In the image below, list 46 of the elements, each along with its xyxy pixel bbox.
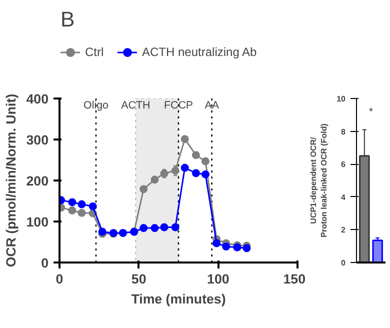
y-tick-label: 4 [341,192,346,202]
point [140,224,148,232]
band-label: ACTH [121,100,150,112]
point [78,200,86,208]
y-tick-label: 300 [26,132,49,148]
point [150,176,159,184]
y-tick-label: 100 [26,214,49,230]
point [192,151,200,160]
y-tick-label: 0 [41,256,49,270]
y-tick-label: 6 [341,160,346,170]
chart-title: B [60,8,75,32]
y-tick-label: 2 [341,226,346,235]
point [180,164,189,172]
point [212,239,221,248]
point [242,244,251,252]
legend-label: ACTH neutralizing Ab [142,45,257,59]
point [192,169,200,178]
point [140,185,148,194]
y-tick-label: 0 [341,258,346,268]
ref-line-label: AA [204,100,220,112]
y-axis-title: UCP1-dependent OCR/ Proton leak-linked OCR (Fold) [308,123,329,238]
ref-line-label: FCCP [164,100,194,112]
point [68,198,76,206]
point [171,223,180,232]
point [160,223,168,232]
point [180,135,189,144]
annotation: * [368,106,374,118]
point [150,224,159,232]
y-axis-title: OCR (pmol/min/Norm. Unit) [3,94,18,268]
point [222,242,230,251]
y-tick-label: 400 [26,92,49,106]
legend-label: Ctrl [85,45,105,59]
y-tick-label: 8 [341,127,346,136]
point [201,170,210,178]
y-tick-label: 200 [26,174,49,188]
point [201,157,210,166]
y-tick-label: 10 [336,94,346,104]
x-axis-title: Time (minutes) [131,292,226,306]
point [88,202,97,210]
point [78,208,86,217]
x-tick-label: 150 [283,272,306,286]
x-tick-label: 50 [131,272,146,286]
x-tick-label: 0 [56,272,64,286]
ref-line-label: Oligo [84,100,109,112]
point [68,206,76,214]
x-tick-label: 100 [207,272,230,286]
